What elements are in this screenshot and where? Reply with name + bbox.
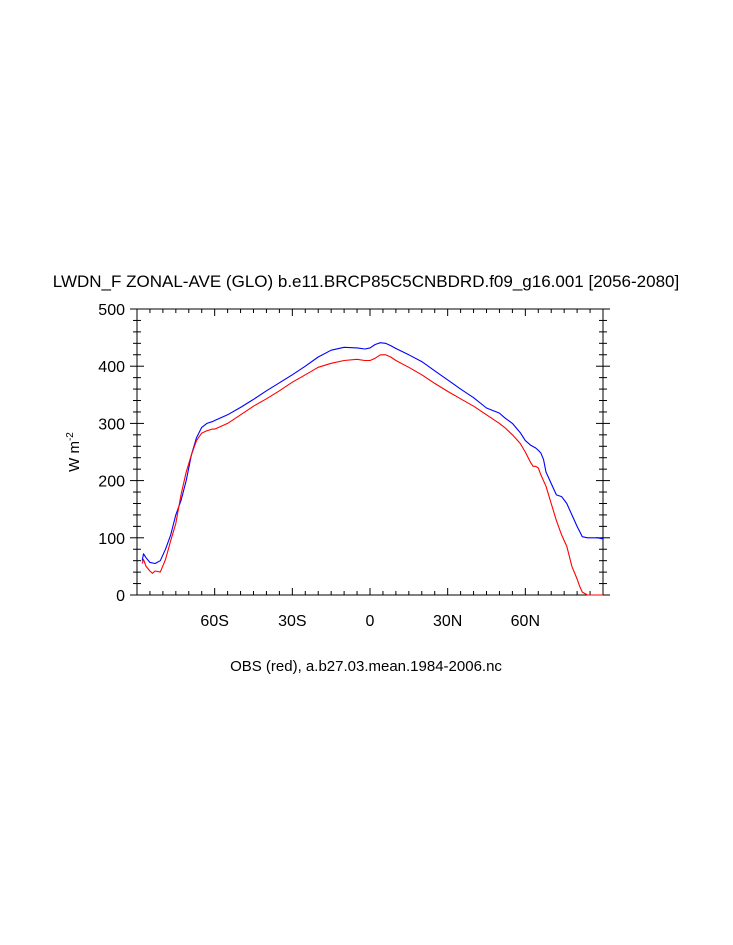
x-tick-label: 30S	[278, 613, 306, 630]
chart-subtitle: OBS (red), a.b27.03.mean.1984-2006.nc	[230, 658, 502, 675]
y-tick-label: 200	[98, 474, 125, 491]
y-axis: 0 100 200 300 400 500	[98, 302, 610, 605]
y-tick-label: 400	[98, 359, 125, 376]
series-line-1	[141, 354, 603, 596]
x-tick-label: 30N	[433, 613, 462, 630]
series-layer	[141, 342, 604, 596]
x-tick-label: 60N	[511, 613, 540, 630]
y-tick-label: 300	[98, 416, 125, 433]
y-axis-label: W m-2	[65, 432, 83, 472]
y-minor-ticks	[133, 319, 607, 585]
x-tick-label: 60S	[200, 613, 228, 630]
y-tick-label: 500	[98, 302, 125, 319]
plot-area: 0 100 200 300 400 500 60S 30S 0 30N 60N	[98, 302, 610, 630]
y-axis-label-exponent: -2	[65, 432, 76, 441]
chart-title: LWDN_F ZONAL-AVE (GLO) b.e11.BRCP85C5CNB…	[53, 272, 679, 291]
x-axis: 60S 30S 0 30N 60N	[200, 309, 540, 630]
x-tick-label: 0	[366, 613, 375, 630]
x-minor-ticks	[149, 309, 591, 595]
plot-frame	[136, 308, 604, 596]
y-tick-label: 0	[116, 588, 125, 605]
y-axis-label-main: W m	[66, 441, 83, 472]
series-line-0	[141, 342, 604, 565]
y-tick-label: 100	[98, 531, 125, 548]
